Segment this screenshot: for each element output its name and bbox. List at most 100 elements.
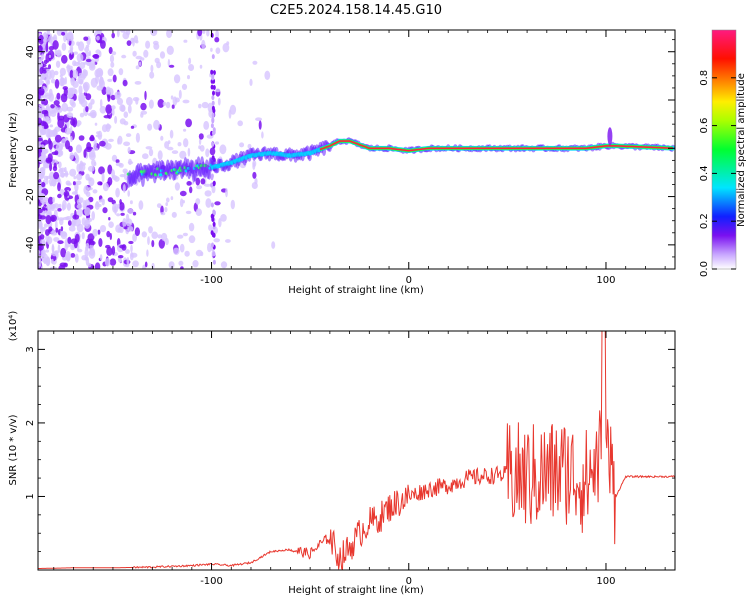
noise-blob <box>57 193 62 199</box>
noise-blob <box>212 210 216 216</box>
noise-blob <box>59 67 66 76</box>
noise-blob <box>211 112 215 118</box>
noise-blob <box>52 40 59 50</box>
noise-blob <box>82 200 87 210</box>
noise-blob <box>150 64 154 73</box>
noise-blob <box>78 85 83 95</box>
noise-blob <box>105 86 111 95</box>
noise-blob <box>45 68 51 74</box>
noise-blob <box>60 226 64 232</box>
noise-blob <box>57 161 62 169</box>
noise-blob <box>81 255 88 261</box>
noise-blob <box>154 57 160 64</box>
noise-blob <box>108 217 111 221</box>
noise-blob <box>45 229 50 236</box>
noise-blob <box>106 246 113 256</box>
noise-blob <box>146 249 149 257</box>
noise-blob <box>199 64 203 69</box>
noise-blob <box>127 226 134 232</box>
noise-blob <box>76 198 82 206</box>
noise-blob <box>249 78 253 86</box>
y-tick-label: 3 <box>25 346 36 352</box>
noise-blob <box>135 65 140 70</box>
noise-blob <box>212 221 216 227</box>
noise-blob <box>160 212 166 216</box>
noise-blob <box>79 61 86 70</box>
noise-blob <box>254 177 258 185</box>
noise-blob <box>89 136 95 142</box>
noise-blob <box>148 99 154 109</box>
noise-blob <box>85 106 89 113</box>
noise-blob <box>85 44 90 48</box>
noise-blob <box>87 165 95 172</box>
noise-blob <box>170 196 174 201</box>
noise-blob <box>167 146 174 151</box>
noise-blob <box>147 236 150 246</box>
noise-blob <box>168 261 175 269</box>
noise-blob <box>210 175 214 181</box>
noise-blob <box>204 183 211 187</box>
noise-blob <box>182 232 188 237</box>
noise-blob <box>48 46 55 51</box>
noise-blob <box>85 58 92 63</box>
noise-blob <box>53 100 60 106</box>
noise-blob <box>84 248 89 258</box>
noise-blob <box>165 202 168 207</box>
noise-blob <box>102 207 108 214</box>
noise-blob <box>144 261 148 268</box>
noise-blob <box>179 198 184 208</box>
noise-blob <box>73 51 78 55</box>
ridge-mid <box>158 173 163 177</box>
noise-blob <box>69 152 74 161</box>
noise-blob <box>258 120 262 130</box>
noise-blob <box>230 199 235 210</box>
colorbar-ticks: 0.0 0.2 0.4 0.6 0.8 <box>699 70 736 277</box>
noise-blob <box>132 260 139 268</box>
noise-blob <box>52 196 55 204</box>
noise-blob <box>65 216 72 221</box>
noise-blob <box>74 182 79 192</box>
noise-blob <box>211 54 215 60</box>
noise-blob <box>107 94 111 102</box>
noise-blob <box>88 102 93 110</box>
noise-blob <box>212 90 215 96</box>
noise-blob <box>173 74 181 84</box>
noise-blob <box>95 201 100 208</box>
noise-blob <box>41 53 45 60</box>
noise-blob <box>127 104 132 114</box>
noise-blob <box>76 223 84 233</box>
noise-blob <box>117 135 123 145</box>
noise-blob <box>102 182 109 192</box>
noise-blob <box>38 78 43 86</box>
noise-blob <box>60 150 64 156</box>
noise-blob <box>66 106 74 112</box>
noise-blob <box>140 102 147 111</box>
noise-blob <box>75 144 82 154</box>
noise-blob <box>210 230 214 236</box>
noise-blob <box>159 51 166 59</box>
noise-blob <box>111 108 115 116</box>
noise-blob <box>99 182 103 186</box>
noise-blob <box>187 147 191 157</box>
noise-blob <box>38 104 45 108</box>
noise-blob <box>179 243 185 253</box>
noise-blob <box>71 191 78 195</box>
colorbar-tick-label: 0.2 <box>699 213 710 229</box>
noise-blob <box>226 41 230 46</box>
noise-blob <box>38 223 42 227</box>
noise-blob <box>64 76 68 85</box>
y-tick-label: 1 <box>25 493 36 499</box>
noise-blob <box>58 264 65 269</box>
noise-blob <box>38 169 45 179</box>
ridge-spike <box>607 127 613 146</box>
noise-blob <box>84 69 88 77</box>
noise-blob <box>66 202 71 211</box>
noise-blob <box>252 60 258 65</box>
snr-xlabel: Height of straight line (km) <box>288 585 424 596</box>
noise-blob <box>199 145 205 152</box>
noise-blob <box>210 69 214 75</box>
noise-blob <box>118 68 124 76</box>
noise-blob <box>46 204 53 211</box>
noise-blob <box>54 126 61 132</box>
noise-blob <box>218 218 222 228</box>
